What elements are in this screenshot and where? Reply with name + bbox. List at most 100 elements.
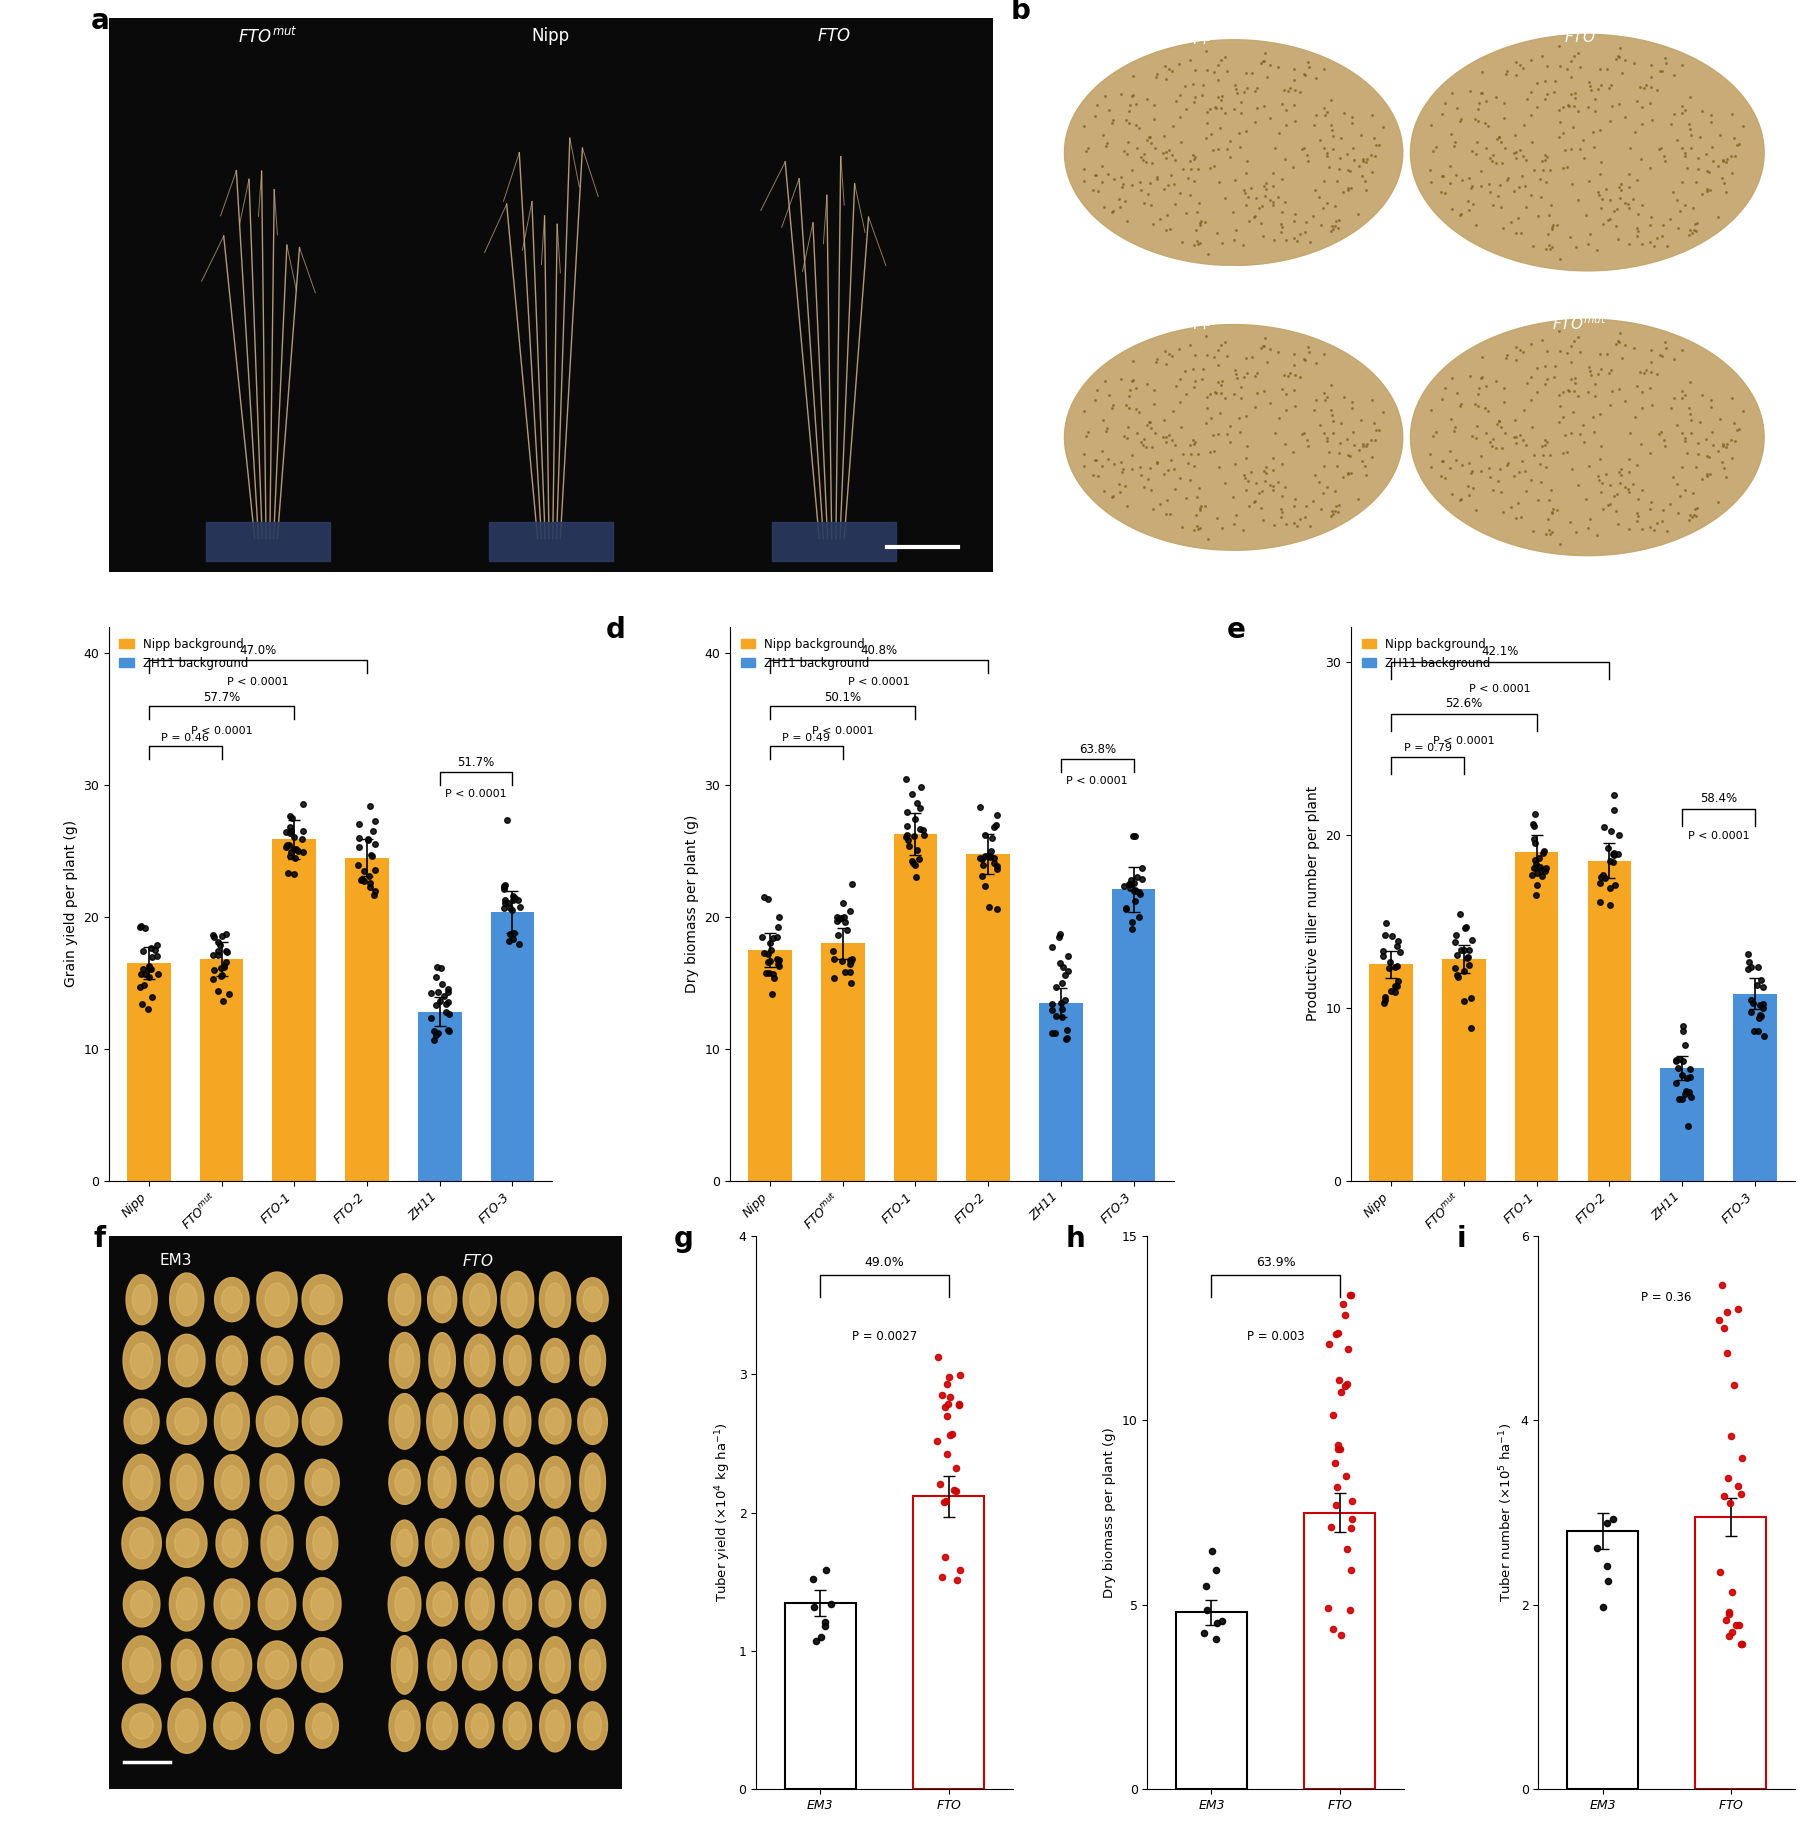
Polygon shape [509, 1406, 526, 1437]
Polygon shape [265, 1651, 288, 1680]
Point [346, 866, 375, 895]
Point [932, 1401, 961, 1430]
Polygon shape [433, 1466, 450, 1497]
Point [754, 929, 783, 959]
Point [426, 953, 455, 982]
Polygon shape [433, 1590, 451, 1618]
Polygon shape [169, 1335, 205, 1386]
Bar [749, 950, 792, 1181]
Point [1663, 1054, 1692, 1083]
Point [1740, 1015, 1769, 1044]
Point [359, 816, 388, 845]
Point [421, 992, 450, 1021]
Point [945, 1390, 974, 1419]
Polygon shape [170, 1273, 203, 1326]
Polygon shape [121, 1517, 161, 1569]
Polygon shape [580, 1640, 606, 1691]
Point [892, 813, 921, 842]
Point [1048, 1002, 1077, 1032]
Y-axis label: Tuber number (×10$^{5}$ ha$^{-1}$): Tuber number (×10$^{5}$ ha$^{-1}$) [1498, 1422, 1516, 1601]
Polygon shape [578, 1702, 607, 1749]
Point [1331, 1463, 1360, 1492]
Polygon shape [170, 1453, 203, 1510]
Point [1599, 796, 1628, 825]
Point [1588, 1592, 1617, 1621]
Point [1525, 844, 1554, 873]
Bar [821, 944, 865, 1181]
Point [1316, 1512, 1345, 1541]
Polygon shape [578, 1399, 607, 1444]
Point [1521, 880, 1550, 909]
Point [1528, 862, 1557, 891]
Polygon shape [464, 1335, 495, 1386]
Polygon shape [223, 1528, 241, 1558]
Point [754, 959, 783, 988]
Point [272, 818, 301, 847]
Polygon shape [303, 1397, 343, 1444]
Point [930, 1543, 959, 1572]
Point [751, 939, 780, 968]
Polygon shape [392, 1636, 417, 1695]
Polygon shape [261, 1516, 294, 1570]
Point [754, 948, 783, 977]
Point [1048, 995, 1077, 1024]
Point [758, 979, 787, 1008]
Point [276, 836, 305, 866]
Text: P < 0.0001: P < 0.0001 [1688, 831, 1750, 842]
Point [1733, 955, 1762, 984]
Point [1202, 1556, 1231, 1585]
Point [1323, 1430, 1352, 1459]
Point [1595, 847, 1624, 876]
Polygon shape [312, 1468, 332, 1495]
Text: $FTO^{mut}$: $FTO^{mut}$ [1552, 314, 1606, 332]
Bar [914, 1495, 984, 1789]
Point [424, 1019, 453, 1048]
Point [1447, 935, 1476, 964]
Point [1189, 1618, 1218, 1647]
Point [1595, 891, 1624, 920]
Bar [1039, 1002, 1082, 1181]
Point [1583, 1534, 1612, 1563]
Point [756, 946, 785, 975]
Point [1336, 1596, 1365, 1625]
Point [1594, 1508, 1623, 1537]
Point [1115, 875, 1144, 904]
Point [1369, 942, 1398, 971]
Point [1744, 1004, 1773, 1034]
Polygon shape [265, 1406, 290, 1437]
Point [945, 1556, 974, 1585]
Text: 63.8%: 63.8% [1079, 743, 1115, 756]
Point [1605, 838, 1634, 867]
Point [1735, 948, 1764, 977]
Polygon shape [123, 1581, 160, 1627]
Polygon shape [167, 1519, 207, 1567]
Point [355, 869, 384, 898]
Point [1333, 1370, 1362, 1399]
Point [355, 873, 384, 902]
Point [1595, 816, 1624, 845]
Point [1668, 1015, 1697, 1044]
Point [1449, 935, 1478, 964]
Point [932, 1486, 961, 1516]
Polygon shape [123, 1453, 160, 1510]
Point [903, 789, 932, 818]
Point [1450, 913, 1479, 942]
Point [905, 845, 934, 875]
Point [422, 953, 451, 982]
Point [1586, 869, 1615, 898]
Polygon shape [430, 1333, 455, 1388]
Point [1458, 926, 1487, 955]
Polygon shape [123, 1331, 160, 1390]
Point [1599, 840, 1628, 869]
Polygon shape [584, 1287, 602, 1313]
Point [199, 955, 228, 984]
Bar [419, 1012, 462, 1181]
Point [506, 893, 535, 922]
Text: f: f [94, 1225, 105, 1253]
Point [348, 866, 377, 895]
Point [941, 1477, 970, 1506]
Point [1336, 1280, 1365, 1309]
Polygon shape [546, 1649, 564, 1682]
Point [131, 959, 160, 988]
Text: P = 0.49: P = 0.49 [783, 732, 830, 743]
